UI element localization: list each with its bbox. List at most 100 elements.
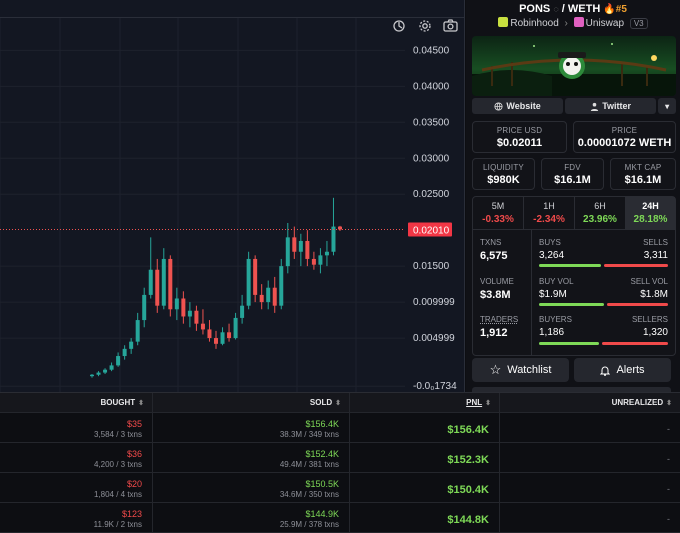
alerts-button[interactable]: Alerts: [574, 358, 671, 382]
candle-body[interactable]: [207, 329, 212, 339]
candle-body[interactable]: [96, 372, 101, 375]
pnl-value: $152.3K: [447, 454, 489, 466]
candle-body[interactable]: [318, 255, 323, 265]
pnl-value: $150.4K: [447, 484, 489, 496]
website-button[interactable]: Website: [472, 98, 564, 114]
social-links: Website Twitter ▾: [472, 98, 677, 114]
y-tick-label: 0.02500: [413, 189, 450, 200]
table-row[interactable]: $20 1,804 / 4 txns $150.5K 34.6M / 350 txns…: [0, 473, 680, 503]
table-row[interactable]: $36 4,200 / 3 txns $152.4K 49.4M / 381 txns…: [0, 443, 680, 473]
candle-body[interactable]: [155, 269, 160, 306]
tab-6h[interactable]: 6H 23.96%: [575, 197, 626, 229]
bell-icon: [600, 366, 611, 376]
tab-1h[interactable]: 1H -2.34%: [524, 197, 575, 229]
camera-icon[interactable]: [443, 1, 461, 32]
txns-value: 6,575: [480, 250, 508, 262]
candle-body[interactable]: [109, 365, 114, 370]
pnl-cell: $144.8K: [350, 503, 500, 532]
candle-body[interactable]: [246, 258, 251, 306]
candle-body[interactable]: [168, 258, 173, 310]
table-row[interactable]: $123 11.9K / 2 txns $144.9K 25.9M / 378 txn…: [0, 503, 680, 533]
sold-cell: $156.4K 38.3M / 349 txns: [153, 413, 350, 442]
sold-detail: 38.3M / 349 txns: [279, 430, 339, 439]
sort-icon: ⬍: [138, 400, 144, 407]
sold-cell: $150.5K 34.6M / 350 txns: [153, 473, 350, 502]
candle-body[interactable]: [214, 338, 218, 344]
candle-body[interactable]: [103, 369, 108, 373]
candle-body[interactable]: [142, 294, 147, 321]
candle-body[interactable]: [174, 298, 179, 310]
robinhood-icon: [498, 17, 509, 27]
candle-body[interactable]: [285, 237, 290, 267]
rank-badge: 🔥#5: [603, 4, 627, 15]
token-info-panel: PONS ◌ / WETH 🔥#5 Robinhood › Uniswap V3…: [466, 0, 680, 392]
candle-body[interactable]: [292, 237, 297, 252]
tab-5m[interactable]: 5M -0.33%: [473, 197, 524, 229]
candle-body[interactable]: [90, 374, 94, 377]
twitter-button[interactable]: Twitter: [565, 98, 657, 114]
candlestick-plot[interactable]: 0.04500 0.04000 0.03500 0.03000 0.02500 0.015…: [0, 18, 465, 392]
fdv-card: FDV $16.1M: [541, 158, 604, 190]
candle-body[interactable]: [272, 287, 277, 306]
indicator-icon[interactable]: [392, 1, 410, 32]
candle-body[interactable]: [161, 258, 166, 306]
pnl-cell: $150.4K: [350, 473, 500, 502]
candle-body[interactable]: [227, 332, 232, 339]
pair-source: Robinhood › Uniswap V3: [466, 17, 680, 29]
fdv-value: $16.1M: [554, 174, 591, 186]
sellers-value: 1,320: [642, 327, 668, 338]
col-unrealized[interactable]: UNREALIZED ⬍: [611, 398, 672, 407]
tab-24h[interactable]: 24H 28.18%: [626, 197, 675, 229]
unrealized-value: -: [667, 484, 670, 494]
more-links-button[interactable]: ▾: [658, 98, 677, 114]
candle-body[interactable]: [311, 258, 316, 265]
unrealized-value: -: [667, 424, 670, 434]
candle-body[interactable]: [253, 258, 258, 295]
candle-body[interactable]: [338, 226, 342, 230]
table-row[interactable]: $35 3,584 / 3 txns $156.4K 38.3M / 349 txns…: [0, 413, 680, 443]
liquidity-value: $980K: [487, 174, 520, 186]
price-chart[interactable]: 0.04500 0.04000 0.03500 0.03000 0.02500 0.015…: [0, 0, 465, 392]
candle-body[interactable]: [298, 240, 303, 252]
unrealized-cell: -: [500, 443, 680, 472]
hidden-panel-button[interactable]: [472, 387, 671, 392]
candle-body[interactable]: [259, 294, 264, 303]
price-usd-value: $0.02011: [496, 137, 543, 149]
gear-icon[interactable]: [418, 1, 436, 32]
chain-name[interactable]: Robinhood: [510, 18, 559, 29]
candle-body[interactable]: [305, 240, 310, 259]
candle-body[interactable]: [324, 251, 329, 256]
candle-body[interactable]: [129, 341, 134, 349]
sells-bar: [604, 264, 668, 267]
sold-detail: 49.4M / 381 txns: [279, 460, 339, 469]
copy-icon[interactable]: ◌: [553, 4, 559, 14]
candle-body[interactable]: [122, 348, 127, 357]
dex-name[interactable]: Uniswap: [585, 18, 625, 29]
candle-body[interactable]: [200, 323, 205, 330]
candle-body[interactable]: [220, 332, 225, 344]
candle-body[interactable]: [135, 320, 140, 342]
token-banner-image: [472, 36, 676, 96]
candle-body[interactable]: [279, 266, 284, 306]
person-icon: [591, 102, 599, 111]
candle-body[interactable]: [194, 310, 199, 324]
candle-body[interactable]: [187, 310, 192, 317]
top-traders-table: BOUGHT ⬍ SOLD ⬍ PNL ⬍ UNREALIZED ⬍ $35 3,584 …: [0, 392, 680, 533]
watchlist-button[interactable]: ☆ Watchlist: [472, 358, 569, 382]
candle-body[interactable]: [331, 226, 336, 252]
col-bought[interactable]: BOUGHT ⬍: [0, 393, 153, 412]
candle-body[interactable]: [116, 356, 121, 366]
candle-body[interactable]: [266, 287, 271, 303]
col-pnl[interactable]: PNL ⬍: [350, 393, 500, 412]
col-sold[interactable]: SOLD ⬍: [153, 393, 350, 412]
bought-cell: $20 1,804 / 4 txns: [0, 473, 153, 502]
bought-detail: 4,200 / 3 txns: [93, 460, 142, 469]
candle-body[interactable]: [181, 298, 186, 317]
sellers-bar: [602, 342, 668, 345]
bought-detail: 3,584 / 3 txns: [93, 430, 142, 439]
candle-body[interactable]: [233, 317, 238, 339]
candle-body[interactable]: [148, 269, 153, 295]
candle-body[interactable]: [240, 305, 245, 318]
y-tick-label: -0.0₀1734: [413, 381, 457, 392]
buys-value: 3,264: [539, 250, 565, 261]
